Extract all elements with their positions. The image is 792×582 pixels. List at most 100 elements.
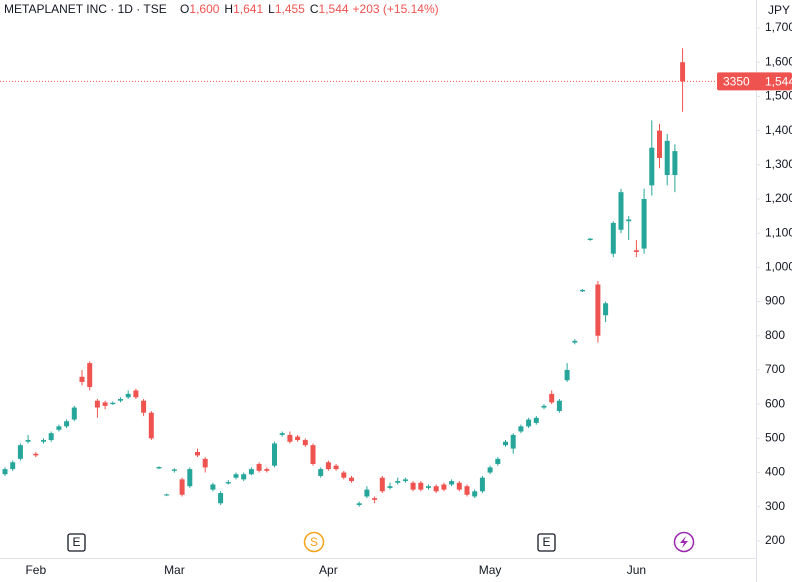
candle-body [218,493,224,504]
candle-body [379,477,385,492]
candle-body [672,151,678,176]
candle-body [141,400,147,413]
y-tick-label: 1,400 [765,123,792,137]
price-tag [717,72,792,91]
change: +203 (+15.14%) [353,2,439,16]
candle-body [587,238,593,241]
ohlc-value: 1,600 [189,2,219,16]
ohlc-value: 1,455 [275,2,305,16]
candle-body [64,421,70,427]
candle-body [564,369,570,381]
candle-body [171,469,177,471]
candle-body [302,440,308,446]
candle-body [402,479,408,482]
event-box[interactable] [537,533,556,552]
event-circle[interactable] [303,531,325,553]
candle-body [187,469,193,487]
candle-body [510,434,516,449]
candle-body [79,376,85,382]
candle-body [71,407,77,420]
candle-body [349,477,354,482]
candle-body [433,486,439,492]
y-tick-label: 700 [765,362,785,376]
y-tick-label: 1,600 [765,54,792,68]
y-tick-label: 1,000 [765,260,792,274]
candle-body [287,434,293,442]
candle-body [479,477,485,492]
candle-body [356,503,362,506]
candle-body [148,412,154,439]
candle-body [125,393,131,398]
event-box[interactable] [67,533,86,552]
x-tick-label: Feb [25,563,46,577]
y-tick-label: 1,200 [765,191,792,205]
candle-body [2,469,8,475]
candle-body [225,482,231,484]
candle-body [633,250,639,252]
y-tick-label: 800 [765,328,785,342]
candle-body [657,130,662,158]
ohlc-value: 1,641 [233,2,263,16]
candle-body [56,426,62,430]
candle-body [410,482,416,490]
currency: JPY [768,3,790,17]
candle-body [164,494,170,496]
candle-body [333,465,339,470]
y-tick-label: 1,300 [765,157,792,171]
candle-body [464,486,470,495]
candle-body [610,222,616,254]
candle-body [195,452,200,456]
candle-body [279,433,285,435]
x-tick-label: Jun [627,563,646,577]
candle-body [202,458,208,468]
event-markers: E S E [67,531,695,553]
ohlc-key: L [268,2,275,16]
x-tick-label: Mar [164,563,185,577]
candle-body [310,445,316,464]
candle-body [595,284,601,336]
candle-body [426,486,431,488]
candle-body [364,489,370,497]
candle-body [556,400,562,411]
y-tick-label: 400 [765,465,785,479]
candle-body [33,453,39,456]
candle-body [48,433,54,441]
candle-body [472,491,478,497]
candle-body [518,426,524,432]
candle-body [618,192,624,230]
event-label: E [72,535,80,549]
candle-body [10,462,16,470]
legend-header: METAPLANET INC · 1D · TSE O1,600 H1,641 L1… [4,2,439,16]
candle-body [41,440,46,442]
candle-body [25,440,31,442]
candle-body [680,62,686,82]
candle-body [580,289,585,292]
candle-body [503,441,508,446]
candle-body [248,469,254,475]
candle-body [295,436,301,441]
y-tick-label: 200 [765,533,785,547]
candle-body [487,467,493,473]
price-countdown: 3350 [723,75,750,89]
y-tick-label: 1,700 [765,20,792,34]
candle-body [156,467,162,469]
candle-body [372,498,378,500]
candle-body [179,479,185,495]
candle-body [395,481,401,483]
candle-body [418,482,424,490]
candle-body [17,445,23,459]
symbol: METAPLANET INC · 1D · TSE [4,2,167,16]
candle-body [541,405,547,408]
candle-body [210,484,216,490]
candle-body [456,482,462,490]
candle-body [664,140,670,176]
y-tick-label: 1,100 [765,225,792,239]
candle-body [495,458,501,464]
candle-body [626,219,632,222]
candle-body [441,484,447,490]
ohlc-key: H [224,2,233,16]
candle-body [94,400,100,408]
candle-body [118,399,123,401]
